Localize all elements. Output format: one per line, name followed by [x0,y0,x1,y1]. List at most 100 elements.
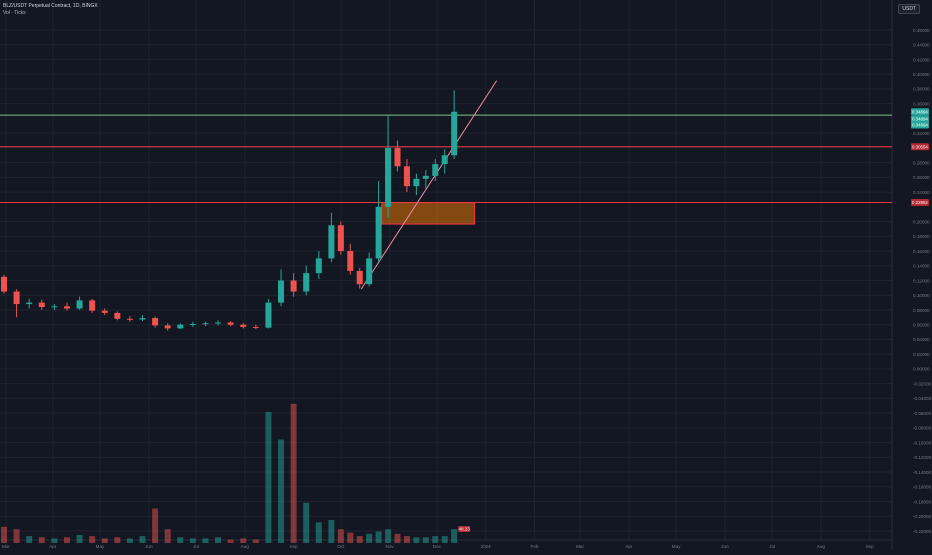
candle-body [290,280,297,292]
candle-body [356,270,363,285]
x-tick-label: Jul [769,544,775,549]
volume-bar [278,439,285,543]
candle-body [1,276,7,292]
volume-bar [1,526,7,543]
volume-bar [76,534,83,543]
x-tick-label: Mar [576,544,584,549]
candle-body [413,178,420,187]
volume-bar [51,538,58,543]
candle-body [252,326,259,328]
volume-bar [422,537,429,543]
x-tick-label: Aug [817,544,826,549]
volume-bar [189,538,196,543]
candle-body [89,300,96,311]
chart-subtitle: Vol · Ticks [3,10,26,16]
volume-bar [394,533,401,543]
x-tick-label: May [96,544,105,549]
candle-body [278,280,285,303]
volume-bar [441,536,448,543]
candle-body [215,322,222,324]
y-tick-label: 0.26000 [913,175,930,180]
demand-zone[interactable] [381,202,476,225]
x-tick-label: 2024 [481,544,492,549]
volume-bar [290,403,297,543]
candle-body [422,175,429,179]
volume-bar [63,537,70,543]
volume-bar [38,537,45,543]
candle-body [385,147,392,207]
candle-body [152,318,159,326]
volume-bar [227,539,234,543]
volume-bar [432,536,439,543]
price-tag-label: 0.34894 [912,123,928,128]
y-tick-label: 0.46000 [913,28,930,33]
y-tick-label: -0.10000 [913,440,932,445]
candle-body [315,258,322,274]
x-tick-label: Oct [337,544,345,549]
volume-bar [337,529,344,543]
price-tag-label: 0.34894 [912,116,928,121]
price-tag-label: 0.22952 [912,200,928,205]
y-tick-label: -0.04000 [913,396,932,401]
candle-body [63,306,70,309]
price-tag-bg [911,115,929,123]
volume-bar [177,537,184,543]
trendline[interactable] [360,80,498,290]
volume-bar [240,538,247,543]
x-tick-label: Mar [2,544,10,549]
x-tick-label: Apr [49,544,57,549]
x-tick-label: Sep [866,544,875,549]
candle-body [13,291,20,305]
candle-body [164,325,171,329]
volume-bar [139,536,146,543]
x-tick-label: May [672,544,681,549]
y-tick-label: 0.18000 [913,234,930,239]
price-tag-bg [911,199,929,207]
x-tick-label: Jun [145,544,153,549]
x-tick-label: Sep [290,544,299,549]
volume-bar [101,538,108,543]
candle-body [51,306,58,308]
candle-body [366,258,373,285]
candle-body [403,166,410,187]
candle-body [375,206,382,259]
currency-button[interactable]: USDT [898,4,920,14]
candle-body [114,312,121,319]
x-tick-label: Dec [433,544,442,549]
candle-body [26,302,33,305]
y-tick-label: -0.18000 [913,499,932,504]
volume-bar [152,508,159,543]
y-tick-label: 0.40000 [913,72,930,77]
y-tick-label: 0.44000 [913,43,930,48]
candle-body [202,323,209,325]
x-tick-label: Jul [193,544,199,549]
candle-body [177,324,184,329]
candle-body [240,324,247,327]
candle-body [328,225,335,259]
y-tick-label: 0.32000 [913,131,930,136]
volume-bar [252,539,259,543]
candle-body [101,310,108,313]
y-tick-label: -0.12000 [913,455,932,460]
volume-bar [347,532,354,543]
y-tick-label: 0.08000 [913,308,930,313]
y-tick-label: 0.20000 [913,219,930,224]
volume-bar [413,537,420,543]
price-tag-bg [911,108,929,116]
volume-bar [126,538,133,543]
volume-bar [265,411,272,543]
y-tick-label: 0.02000 [913,352,930,357]
candle-body [347,251,354,271]
price-tag-bg [911,143,929,151]
y-tick-label: -0.16000 [913,485,932,490]
candle-body [189,323,196,325]
volume-bar [403,536,410,543]
candle-body [265,302,272,328]
volume-bar [114,537,121,543]
candle-body [432,164,439,176]
volume-bar [375,531,382,543]
y-tick-label: -0.08000 [913,426,932,431]
price-tag-label: 0.30554 [912,144,928,149]
